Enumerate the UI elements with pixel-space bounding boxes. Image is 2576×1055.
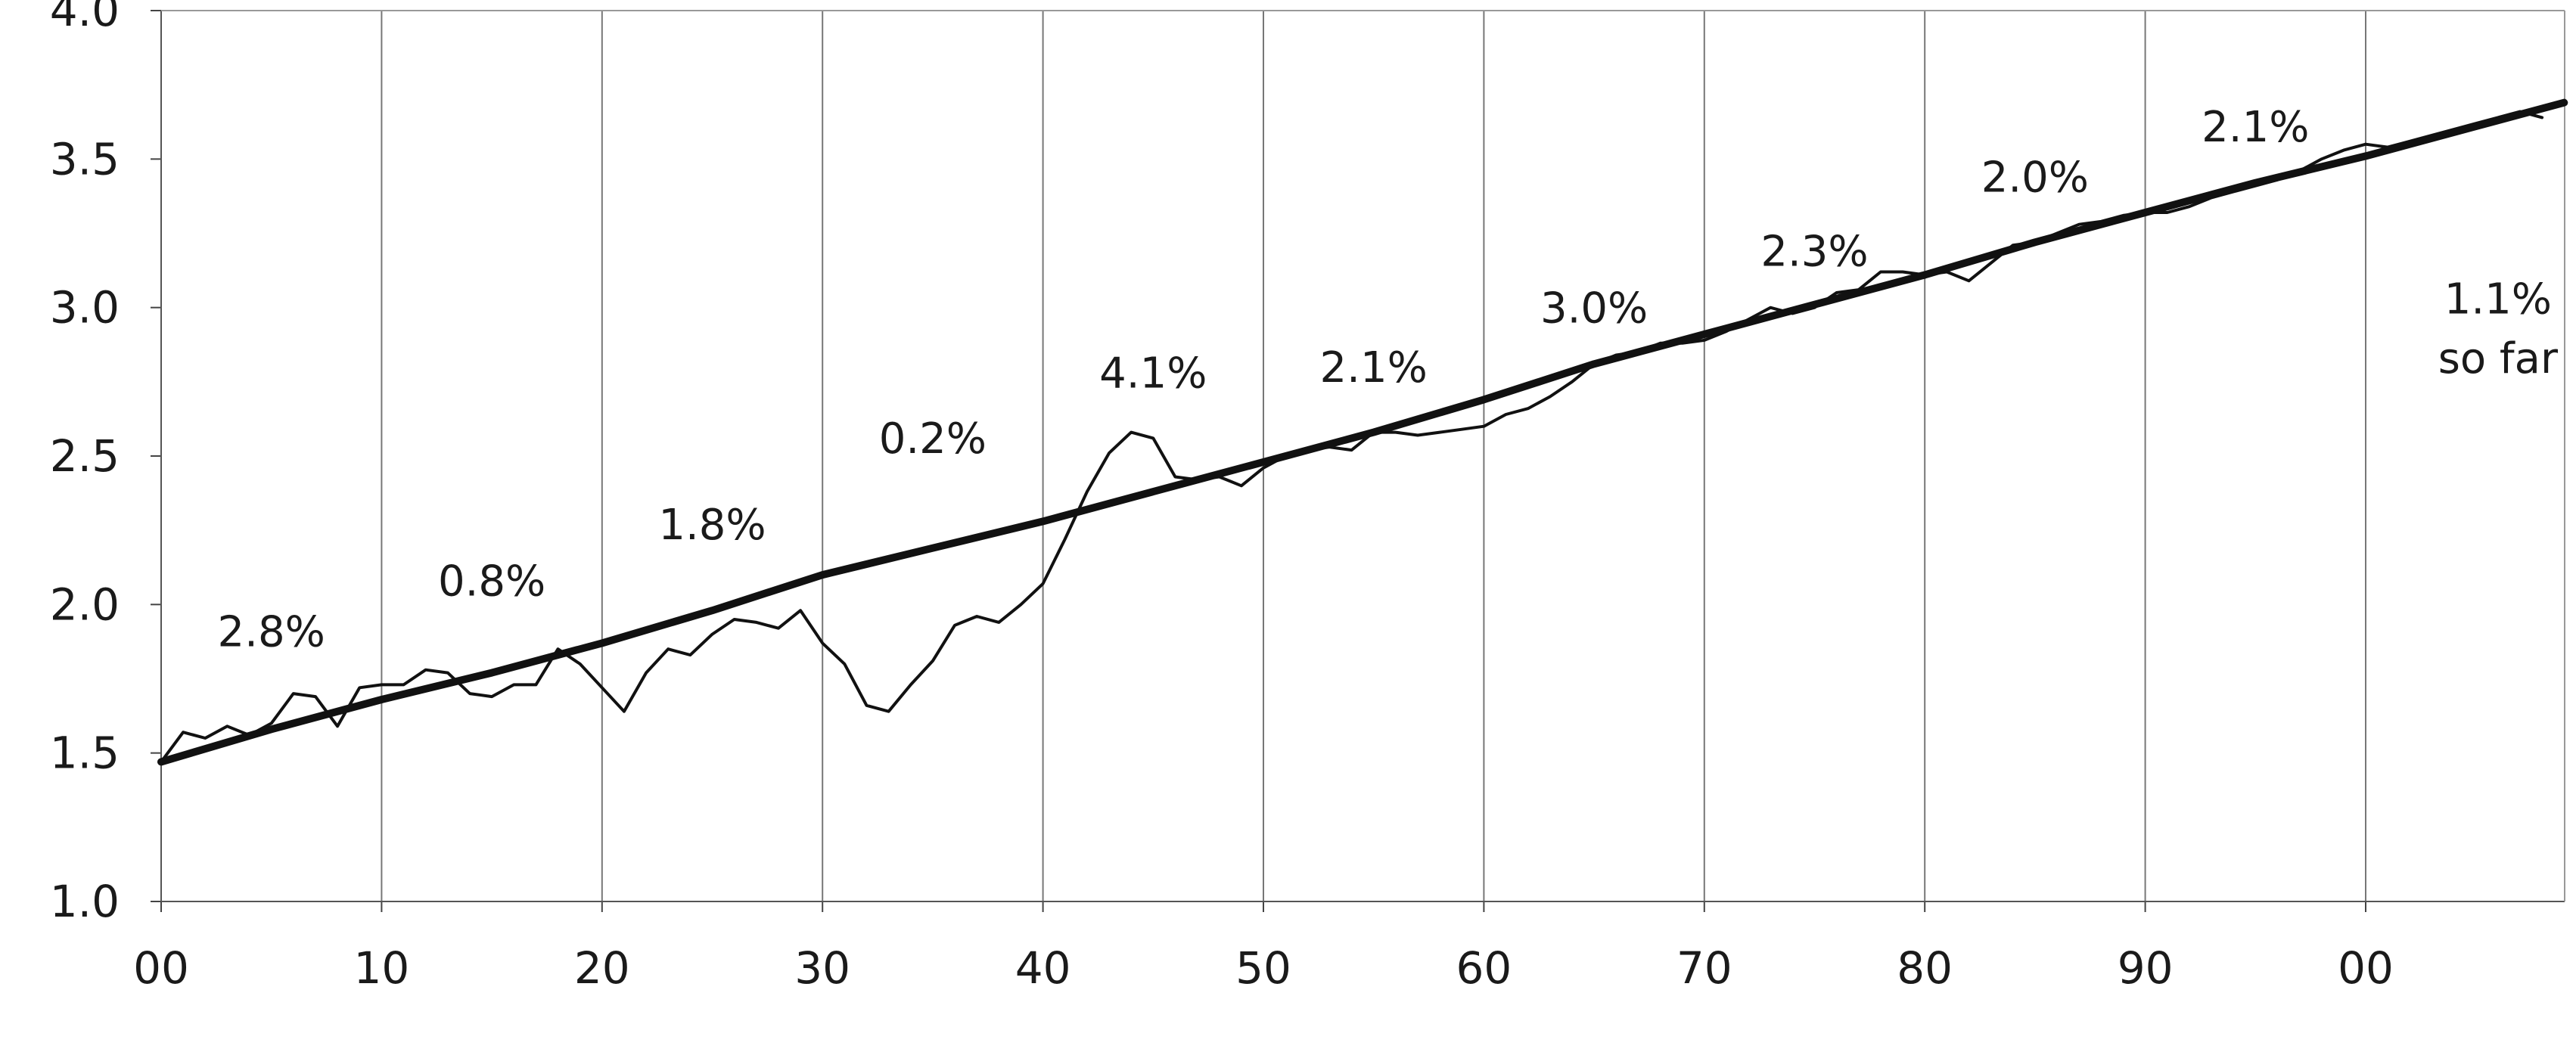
y-tick-label: 2.5	[50, 430, 120, 482]
period-growth-annotations: 2.8% 0.8% 1.8% 0.2% 4.1% 2.1% 3.0% 2.3% 2.0% 2.1%…	[218, 103, 2559, 657]
y-tick-label: 1.5	[50, 728, 120, 779]
x-tick-label: 20	[574, 942, 630, 994]
annotation-label: 2.1%	[2202, 103, 2309, 152]
x-tick-label: 60	[1456, 942, 1512, 994]
annotation-label: 3.0%	[1540, 284, 1648, 333]
series-lines	[157, 98, 2568, 766]
x-tick-label: 40	[1015, 942, 1071, 994]
annotation-label: 2.0%	[1981, 154, 2089, 203]
y-axis-tick-labels: 1.0 1.5 2.0 2.5 3.0 3.5 4.0	[50, 0, 120, 927]
x-tick-label: 00	[2338, 942, 2394, 994]
x-tick-label: 70	[1676, 942, 1732, 994]
annotation-label: 0.8%	[438, 557, 545, 607]
x-axis-tick-labels: 00 10 20 30 40 50 60 70 80 90 00	[133, 942, 2394, 994]
x-tick-label: 90	[2118, 942, 2174, 994]
y-tick-label: 3.5	[50, 133, 120, 185]
x-tick-label: 00	[133, 942, 189, 994]
y-tick-label: 3.0	[50, 282, 120, 334]
x-tick-label: 80	[1897, 942, 1953, 994]
x-tick-label: 30	[794, 942, 850, 994]
annotation-label: 2.1%	[1320, 343, 1428, 393]
annotation-label: 4.1%	[1099, 349, 1207, 399]
x-tick-label: 50	[1235, 942, 1291, 994]
vertical-gridlines	[381, 11, 2366, 901]
annotation-label: so far	[2438, 334, 2559, 383]
y-tick-label: 2.0	[50, 579, 120, 630]
annotation-label: 2.3%	[1760, 228, 1868, 277]
annotation-label: 2.8%	[218, 607, 325, 656]
annotation-label: 1.8%	[658, 501, 766, 550]
annotation-label: 1.1%	[2444, 275, 2552, 324]
trend-series-line	[157, 98, 2568, 766]
y-tick-label: 4.0	[50, 0, 120, 36]
annotation-label: 0.2%	[879, 414, 987, 464]
axes	[151, 10, 2565, 912]
x-tick-label: 10	[353, 942, 409, 994]
y-tick-label: 1.0	[50, 876, 120, 927]
